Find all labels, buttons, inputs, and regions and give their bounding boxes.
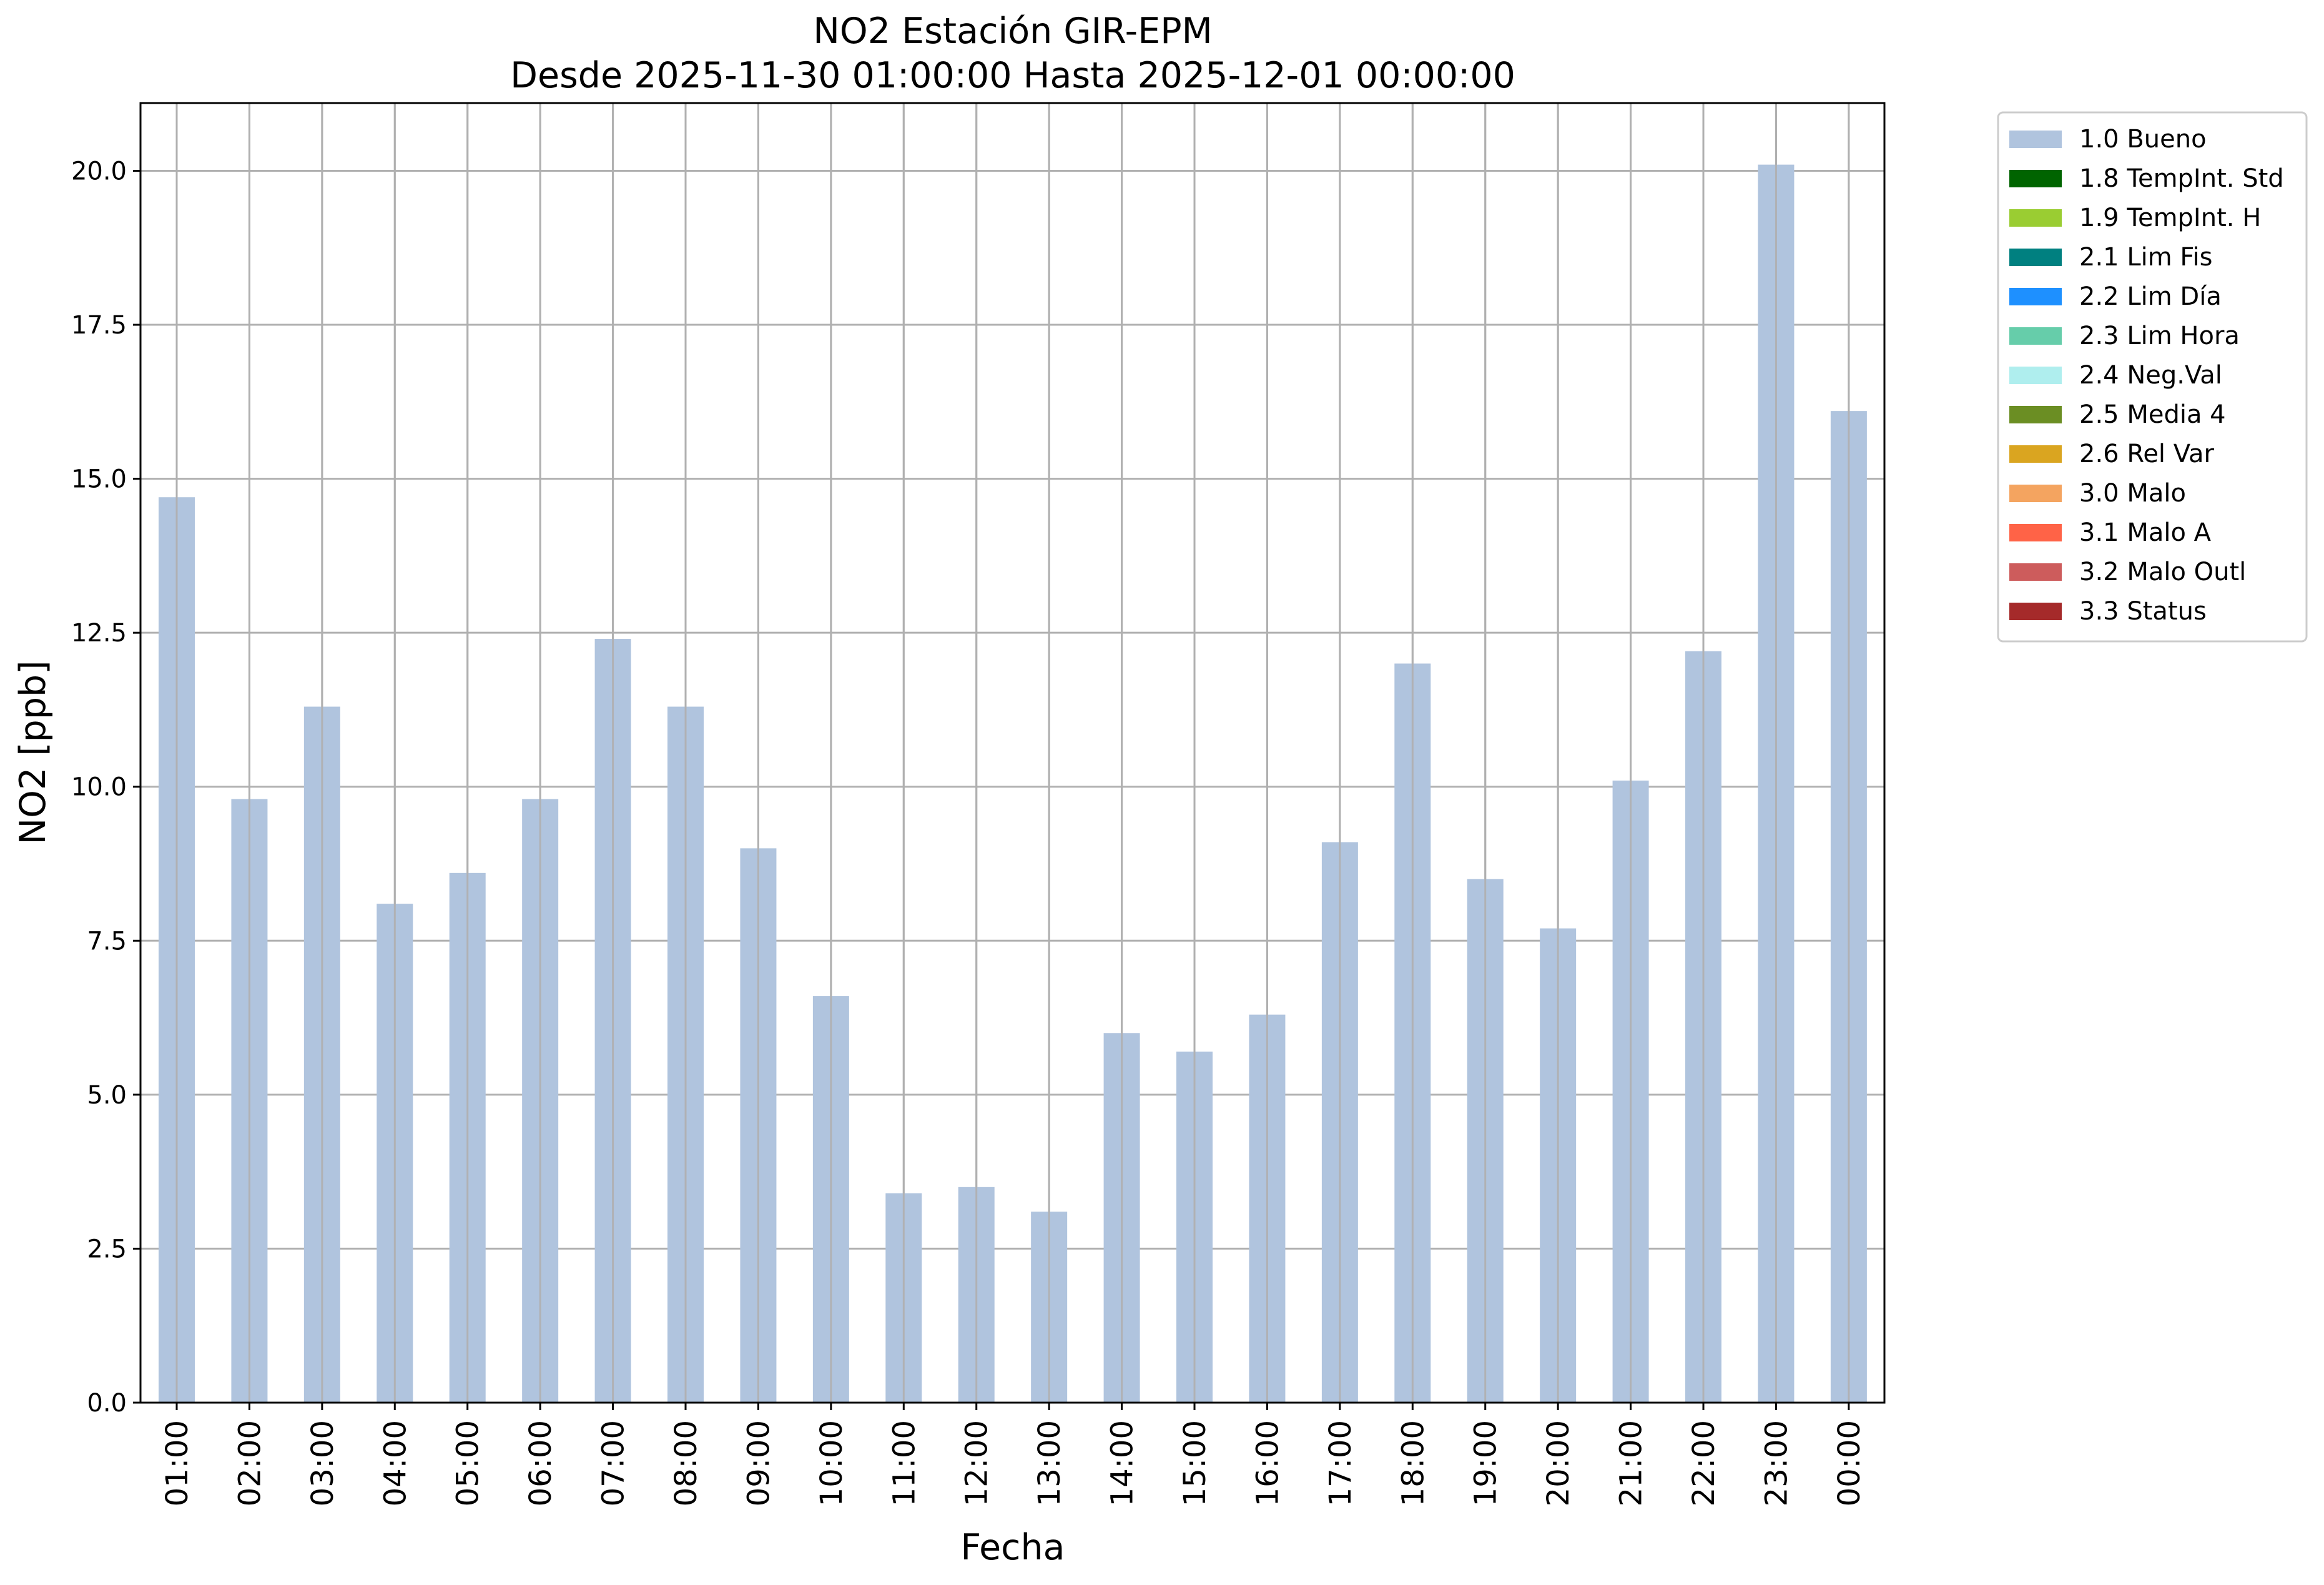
y-tick-label: 5.0 xyxy=(87,1081,127,1110)
x-tick-label: 16:00 xyxy=(1250,1420,1285,1506)
legend-label: 1.8 TempInt. Std xyxy=(2079,164,2284,193)
y-tick-label: 10.0 xyxy=(71,773,127,802)
chart-title: NO2 Estación GIR-EPM xyxy=(813,11,1213,52)
legend-swatch xyxy=(2009,406,2062,423)
y-tick-label: 20.0 xyxy=(71,157,127,185)
legend-label: 2.4 Neg.Val xyxy=(2079,361,2222,390)
legend-swatch xyxy=(2009,249,2062,266)
x-tick-label: 23:00 xyxy=(1759,1420,1794,1506)
x-tick-label: 22:00 xyxy=(1686,1420,1721,1506)
x-tick-label: 15:00 xyxy=(1178,1420,1213,1506)
y-tick-label: 0.0 xyxy=(87,1389,127,1418)
legend-label: 3.3 Status xyxy=(2079,597,2207,626)
x-tick-label: 06:00 xyxy=(523,1420,558,1506)
x-tick-label: 07:00 xyxy=(596,1420,631,1506)
x-tick-label: 12:00 xyxy=(960,1420,995,1506)
legend-swatch xyxy=(2009,131,2062,148)
legend-swatch xyxy=(2009,603,2062,620)
y-axis-ticks: 0.0 2.5 5.0 7.5 10.0 12.5 15.0 17.5 20.0 xyxy=(71,157,140,1418)
legend-label: 3.0 Malo xyxy=(2079,479,2186,508)
x-tick-label: 04:00 xyxy=(378,1420,413,1506)
legend-box xyxy=(1997,111,2308,643)
y-axis-label: NO2 [ppb] xyxy=(12,661,54,845)
legend-swatch xyxy=(2009,563,2062,581)
legend-swatch xyxy=(2009,288,2062,305)
legend-swatch xyxy=(2009,485,2062,502)
legend-swatch xyxy=(2009,209,2062,227)
x-tick-label: 00:00 xyxy=(1832,1420,1867,1506)
x-tick-label: 18:00 xyxy=(1396,1420,1430,1506)
y-tick-label: 2.5 xyxy=(87,1235,127,1263)
x-tick-label: 08:00 xyxy=(669,1420,704,1506)
x-tick-label: 01:00 xyxy=(160,1420,195,1506)
plot-frame xyxy=(139,102,1886,1404)
legend-label: 1.9 TempInt. H xyxy=(2079,204,2261,232)
x-tick-label: 20:00 xyxy=(1541,1420,1576,1506)
x-tick-label: 11:00 xyxy=(887,1420,922,1506)
x-tick-label: 03:00 xyxy=(305,1420,340,1506)
chart-subtitle: Desde 2025-11-30 01:00:00 Hasta 2025-12-… xyxy=(510,55,1515,96)
x-tick-label: 02:00 xyxy=(232,1420,267,1506)
legend-swatch xyxy=(2009,367,2062,384)
legend-swatch xyxy=(2009,327,2062,345)
y-tick-label: 7.5 xyxy=(87,927,127,955)
x-tick-label: 05:00 xyxy=(451,1420,486,1506)
x-tick-label: 09:00 xyxy=(741,1420,776,1506)
legend-label: 2.6 Rel Var xyxy=(2079,440,2215,468)
legend-swatch xyxy=(2009,445,2062,463)
x-axis-label: Fecha xyxy=(960,1527,1065,1568)
x-tick-label: 13:00 xyxy=(1032,1420,1067,1506)
legend-label: 1.0 Bueno xyxy=(2079,125,2207,154)
x-tick-label: 10:00 xyxy=(814,1420,849,1506)
legend-label: 3.1 Malo A xyxy=(2079,518,2212,547)
x-tick-label: 21:00 xyxy=(1614,1420,1649,1506)
y-tick-label: 15.0 xyxy=(71,465,127,494)
x-tick-label: 14:00 xyxy=(1105,1420,1140,1506)
y-tick-label: 17.5 xyxy=(71,311,127,340)
legend: 1.0 Bueno 1.8 TempInt. Std 1.9 TempInt. H 2… xyxy=(1997,111,2308,643)
legend-swatch xyxy=(2009,524,2062,541)
legend-label: 2.2 Lim Día xyxy=(2079,282,2222,311)
legend-label: 3.2 Malo Outl xyxy=(2079,558,2246,586)
x-tick-label: 17:00 xyxy=(1323,1420,1358,1506)
axes xyxy=(139,102,1886,1404)
legend-label: 2.1 Lim Fis xyxy=(2079,243,2212,272)
y-tick-label: 12.5 xyxy=(71,619,127,648)
x-axis-ticks: 01:00 02:00 03:00 04:00 05:00 06:00 07:00 08:00… xyxy=(160,1403,1867,1506)
legend-label: 2.5 Media 4 xyxy=(2079,400,2226,429)
x-tick-label: 19:00 xyxy=(1469,1420,1504,1506)
bars xyxy=(159,103,1867,1403)
legend-label: 2.3 Lim Hora xyxy=(2079,322,2240,350)
legend-swatch xyxy=(2009,170,2062,187)
